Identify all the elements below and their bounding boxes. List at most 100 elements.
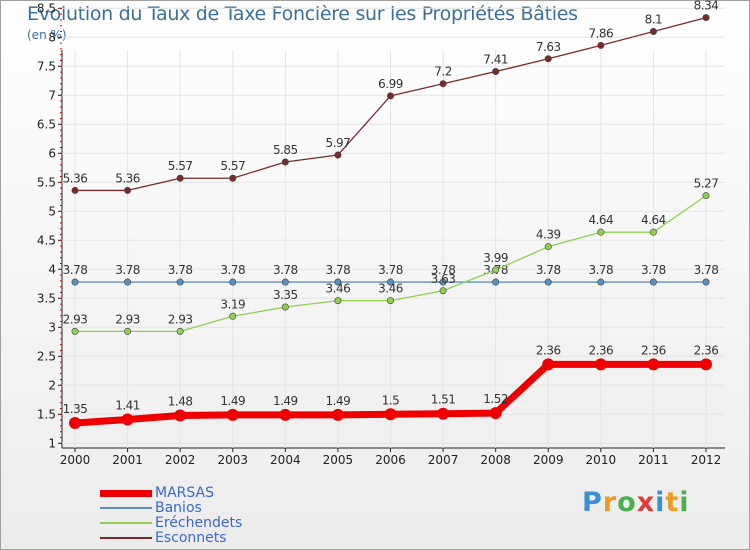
- y-tick-label: 4: [48, 262, 56, 276]
- x-tick-label: 2007: [428, 453, 459, 467]
- x-tick-label: 2003: [217, 453, 248, 467]
- data-label: 5.97: [326, 136, 351, 150]
- data-label: 5.57: [168, 159, 193, 173]
- data-point: [386, 297, 394, 305]
- data-point: [544, 55, 552, 63]
- data-label: 2.36: [536, 343, 561, 357]
- data-label: 1.49: [326, 394, 351, 408]
- data-point: [229, 312, 237, 320]
- data-point: [544, 243, 552, 251]
- data-label: 3.78: [115, 263, 140, 277]
- logo-letter: o: [617, 487, 637, 518]
- data-point: [649, 278, 657, 286]
- y-tick-label: 7.5: [37, 59, 56, 73]
- data-point: [334, 278, 342, 286]
- data-point: [226, 408, 239, 421]
- y-tick-label: 2.5: [37, 349, 56, 363]
- data-point: [334, 297, 342, 305]
- data-point: [597, 278, 605, 286]
- data-point: [439, 287, 447, 295]
- data-label: 3.78: [378, 263, 403, 277]
- data-label: 5.85: [273, 143, 298, 157]
- data-label: 5.36: [63, 171, 88, 185]
- data-point: [700, 358, 712, 371]
- data-label: 3.63: [431, 272, 456, 286]
- y-tick-label: 6: [48, 146, 56, 160]
- data-point: [647, 358, 660, 371]
- data-point: [176, 327, 184, 335]
- data-point: [279, 408, 292, 421]
- x-tick-label: 2000: [60, 453, 91, 467]
- x-tick-label: 2004: [270, 453, 301, 467]
- data-point: [492, 278, 500, 286]
- legend-item: MARSAS: [100, 485, 300, 501]
- data-label: 3.78: [588, 263, 613, 277]
- data-label: 2.93: [168, 312, 193, 326]
- data-point: [71, 327, 79, 335]
- data-label: 4.64: [641, 213, 666, 227]
- data-label: 2.36: [694, 343, 719, 357]
- data-point: [229, 174, 237, 182]
- data-point: [71, 186, 79, 194]
- data-label: 3.78: [536, 263, 561, 277]
- data-point: [437, 407, 450, 420]
- data-point: [229, 278, 237, 286]
- legend-item: Eréchendets: [100, 515, 300, 531]
- legend-swatch: [100, 490, 152, 497]
- data-point: [702, 192, 710, 200]
- data-point: [124, 186, 132, 194]
- y-tick-label: 7: [48, 88, 56, 102]
- legend-label: Eréchendets: [155, 515, 243, 531]
- data-label: 3.35: [273, 288, 298, 302]
- y-tick-label: 5: [48, 204, 56, 218]
- data-label: 1.35: [63, 402, 88, 416]
- y-tick-label: 5.5: [37, 175, 56, 189]
- data-label: 2.93: [115, 312, 140, 326]
- data-point: [176, 278, 184, 286]
- chart-unit-label: (en %): [27, 28, 67, 42]
- data-point: [121, 413, 134, 426]
- logo-letter: i: [655, 487, 666, 518]
- x-tick-label: 2005: [323, 453, 354, 467]
- data-point: [69, 417, 81, 429]
- data-label: 4.39: [536, 228, 561, 242]
- data-label: 1.49: [273, 394, 298, 408]
- y-tick-label: 8: [48, 30, 56, 44]
- data-point: [597, 228, 605, 236]
- x-tick-label: 2011: [638, 453, 669, 467]
- x-tick-label: 2006: [375, 453, 406, 467]
- data-point: [542, 358, 555, 371]
- data-point: [334, 151, 342, 159]
- data-label: 4.64: [588, 213, 613, 227]
- data-label: 7.86: [588, 26, 613, 40]
- legend-swatch: [100, 537, 152, 539]
- y-tick-label: 3.5: [37, 291, 56, 305]
- data-label: 3.78: [641, 263, 666, 277]
- data-point: [176, 174, 184, 182]
- data-label: 2.36: [588, 343, 613, 357]
- data-label: 2.36: [641, 343, 666, 357]
- data-label: 1.52: [483, 392, 508, 406]
- data-label: 6.99: [378, 77, 403, 91]
- legend-swatch: [100, 507, 152, 509]
- legend-item: Esconnets: [100, 530, 300, 546]
- legend-swatch: [100, 522, 152, 524]
- data-point: [174, 409, 187, 422]
- data-point: [386, 92, 394, 100]
- y-tick-label: 4.5: [37, 233, 56, 247]
- data-label: 5.36: [115, 171, 140, 185]
- logo-letter: i: [679, 487, 690, 518]
- data-label: 1.5: [382, 393, 400, 407]
- legend-label: MARSAS: [155, 485, 214, 501]
- data-point: [439, 278, 447, 286]
- data-point: [594, 358, 607, 371]
- data-point: [281, 303, 289, 311]
- data-label: 8.1: [645, 13, 663, 27]
- legend-label: Esconnets: [155, 530, 227, 546]
- data-point: [384, 408, 397, 421]
- data-label: 3.78: [273, 263, 298, 277]
- data-label: 2.93: [63, 312, 88, 326]
- data-label: 7.63: [536, 40, 561, 54]
